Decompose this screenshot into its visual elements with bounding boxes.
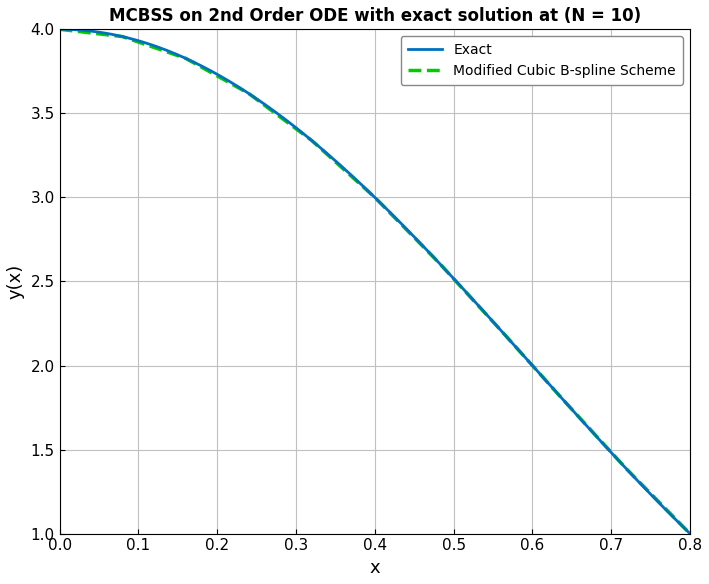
Modified Cubic B-spline Scheme <box>245 90 253 97</box>
X-axis label: x: x <box>369 559 380 577</box>
Title: MCBSS on 2nd Order ODE with exact solution at (N = 10): MCBSS on 2nd Order ODE with exact soluti… <box>108 7 641 25</box>
Exact <box>396 220 405 227</box>
Exact <box>359 182 367 189</box>
Modified Cubic B-spline Scheme <box>434 258 442 265</box>
Modified Cubic B-spline Scheme <box>182 55 190 62</box>
Exact <box>686 530 694 537</box>
Modified Cubic B-spline Scheme <box>496 327 505 334</box>
Modified Cubic B-spline Scheme <box>118 33 127 40</box>
Exact <box>430 255 439 262</box>
Line: Exact: Exact <box>60 29 690 534</box>
Exact <box>354 179 363 186</box>
Modified Cubic B-spline Scheme <box>559 397 568 404</box>
Modified Cubic B-spline Scheme <box>371 194 379 201</box>
Legend: Exact, Modified Cubic B-spline Scheme: Exact, Modified Cubic B-spline Scheme <box>401 36 683 85</box>
Modified Cubic B-spline Scheme <box>308 137 316 144</box>
Exact <box>572 411 581 418</box>
Line: Modified Cubic B-spline Scheme: Modified Cubic B-spline Scheme <box>60 29 690 534</box>
Exact <box>671 515 679 522</box>
Y-axis label: y(x): y(x) <box>7 264 25 299</box>
Modified Cubic B-spline Scheme <box>686 530 694 537</box>
Modified Cubic B-spline Scheme <box>623 466 631 473</box>
Modified Cubic B-spline Scheme <box>55 26 64 33</box>
Exact <box>55 26 64 33</box>
